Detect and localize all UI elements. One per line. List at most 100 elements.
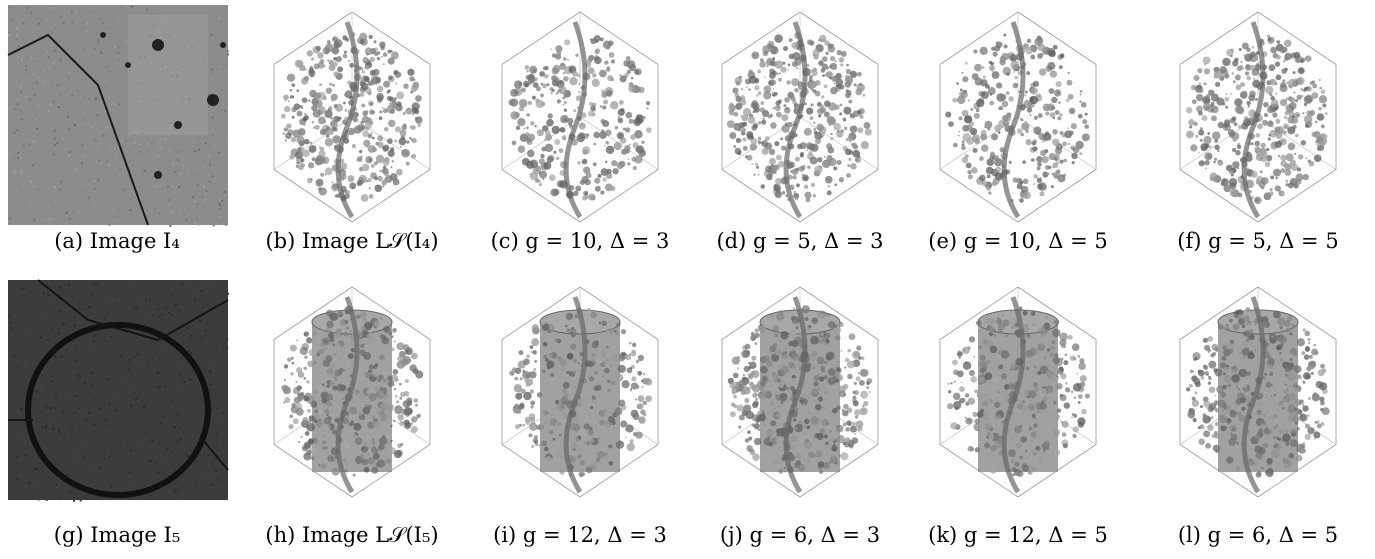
- noise: [219, 203, 222, 206]
- particle: [847, 135, 854, 142]
- noise: [99, 18, 102, 21]
- particle: [1246, 322, 1254, 329]
- particle: [536, 392, 543, 398]
- particle: [757, 173, 760, 176]
- particle: [394, 126, 401, 133]
- particle: [324, 43, 334, 53]
- noise: [156, 444, 159, 447]
- particle: [1200, 375, 1205, 380]
- noise: [171, 293, 174, 296]
- particle: [816, 384, 825, 393]
- particle: [562, 388, 567, 393]
- noise: [196, 167, 199, 170]
- noise: [207, 453, 210, 456]
- noise: [195, 461, 198, 464]
- noise: [136, 359, 139, 362]
- particle: [738, 379, 746, 387]
- particle: [740, 115, 743, 117]
- noise: [158, 154, 161, 157]
- noise: [64, 296, 67, 299]
- particle: [1036, 166, 1041, 171]
- noise: [165, 348, 168, 351]
- particle: [1272, 168, 1282, 177]
- noise: [208, 154, 211, 157]
- particle: [803, 184, 809, 189]
- particle: [1036, 408, 1041, 414]
- particle: [348, 406, 357, 415]
- noise: [31, 164, 34, 167]
- noise: [88, 387, 91, 390]
- noise: [45, 424, 48, 427]
- particle: [1287, 116, 1295, 124]
- particle: [1240, 60, 1243, 64]
- particle: [630, 364, 635, 369]
- noise: [35, 390, 38, 393]
- noise: [51, 44, 54, 47]
- noise: [177, 333, 180, 336]
- particle: [1293, 351, 1298, 357]
- noise: [204, 13, 207, 16]
- particle: [796, 67, 799, 70]
- particle: [1280, 168, 1286, 173]
- particle: [1188, 408, 1192, 411]
- particle: [358, 412, 362, 417]
- noise: [189, 332, 192, 335]
- noise: [149, 460, 152, 463]
- particle: [838, 390, 846, 398]
- noise: [12, 328, 15, 331]
- particle: [1079, 375, 1087, 383]
- particle: [988, 434, 995, 441]
- ring: [25, 322, 211, 498]
- particle: [555, 458, 564, 467]
- particle: [1222, 345, 1227, 350]
- particle: [1201, 115, 1208, 122]
- particle: [766, 65, 769, 68]
- particle: [735, 81, 741, 86]
- noise: [95, 282, 98, 285]
- particle: [728, 103, 736, 112]
- particle: [403, 400, 406, 403]
- particle: [770, 122, 777, 129]
- particle: [839, 112, 843, 116]
- particle: [1198, 129, 1205, 136]
- particle: [852, 350, 861, 359]
- particle: [726, 120, 735, 129]
- particle: [563, 57, 567, 61]
- particle: [817, 461, 825, 468]
- particle: [1225, 73, 1229, 77]
- particle: [542, 125, 549, 132]
- particle: [344, 320, 349, 324]
- particle: [371, 370, 378, 377]
- particle: [851, 142, 858, 149]
- noise: [15, 416, 18, 419]
- particle: [981, 180, 988, 187]
- particle: [573, 385, 576, 388]
- particle: [757, 91, 762, 95]
- particle: [1299, 448, 1305, 455]
- noise: [55, 483, 58, 486]
- particle: [735, 137, 742, 144]
- particle: [757, 121, 762, 125]
- noise: [166, 306, 169, 309]
- particle: [326, 40, 331, 45]
- particle: [1025, 366, 1030, 371]
- particle: [577, 454, 583, 459]
- noise: [38, 410, 41, 413]
- particle: [534, 77, 538, 82]
- noise: [79, 195, 82, 198]
- noise: [68, 151, 71, 154]
- particle: [1030, 54, 1036, 60]
- particle: [393, 449, 403, 459]
- particle: [827, 44, 836, 53]
- particle: [1256, 470, 1262, 476]
- noise: [53, 129, 56, 132]
- particle: [308, 415, 315, 422]
- particle: [778, 468, 784, 474]
- particle: [835, 78, 844, 86]
- particle: [753, 173, 756, 176]
- particle: [1311, 92, 1319, 99]
- noise: [47, 294, 50, 297]
- noise: [42, 32, 45, 35]
- particle: [588, 193, 596, 201]
- particle: [810, 326, 815, 331]
